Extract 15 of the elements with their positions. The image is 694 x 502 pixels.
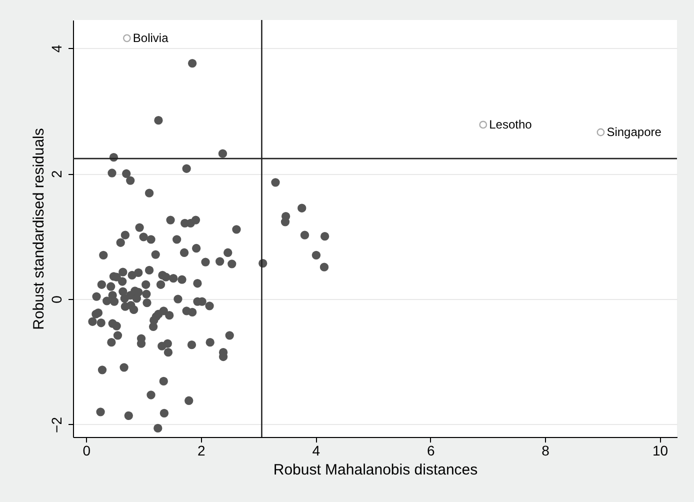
annotation: Lesotho <box>489 118 532 132</box>
y-tick-label: 2 <box>48 170 64 178</box>
annotation: Bolivia <box>132 31 169 46</box>
annotation: Singapore <box>606 125 662 140</box>
x-tick-label: 4 <box>312 442 320 458</box>
y-axis-title: Robust standardised residuals <box>30 128 48 330</box>
x-tick-label: 8 <box>542 442 550 458</box>
y-tick-label: 4 <box>48 44 64 53</box>
y-tick-label: 0 <box>48 295 64 304</box>
x-tick-label: 2 <box>198 442 206 458</box>
x-tick-label: 6 <box>426 442 435 458</box>
x-tick-label: 10 <box>652 442 668 458</box>
x-tick-label: 0 <box>82 442 91 458</box>
x-axis-title: Robust Mahalanobis distances <box>273 462 478 478</box>
y-tick-label: −2 <box>48 416 64 433</box>
